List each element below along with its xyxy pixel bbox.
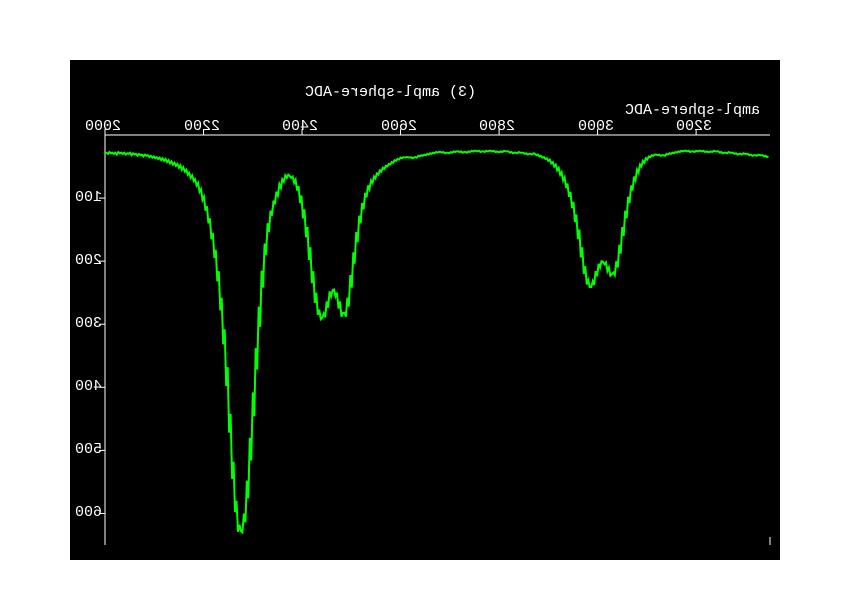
y-tick-label: 300 <box>75 315 102 332</box>
x-tick-label: 2000 <box>85 118 121 135</box>
y-tick-label: 500 <box>75 441 102 458</box>
y-tick-label: 400 <box>75 378 102 395</box>
y-tick-label: 600 <box>75 504 102 521</box>
x-tick-label: 2800 <box>479 118 515 135</box>
chart-title: (3) ampl-sphere-ADC <box>305 84 476 101</box>
y-tick-label: 200 <box>75 252 102 269</box>
x-tick-label: 2600 <box>381 118 417 135</box>
x-tick-label: 3000 <box>578 118 614 135</box>
chart-panel <box>70 60 780 560</box>
x-tick-label: 3200 <box>676 118 712 135</box>
spectrum-line <box>105 151 769 533</box>
x-tick-label: 2400 <box>282 118 318 135</box>
y-tick-label: 100 <box>75 189 102 206</box>
stage: 2000 2200 2400 2600 2800 3000 3200 100 200 300 400… <box>0 0 842 595</box>
x-tick-label: 2200 <box>184 118 220 135</box>
legend-label: ampl-sphere-ADC <box>625 102 760 119</box>
